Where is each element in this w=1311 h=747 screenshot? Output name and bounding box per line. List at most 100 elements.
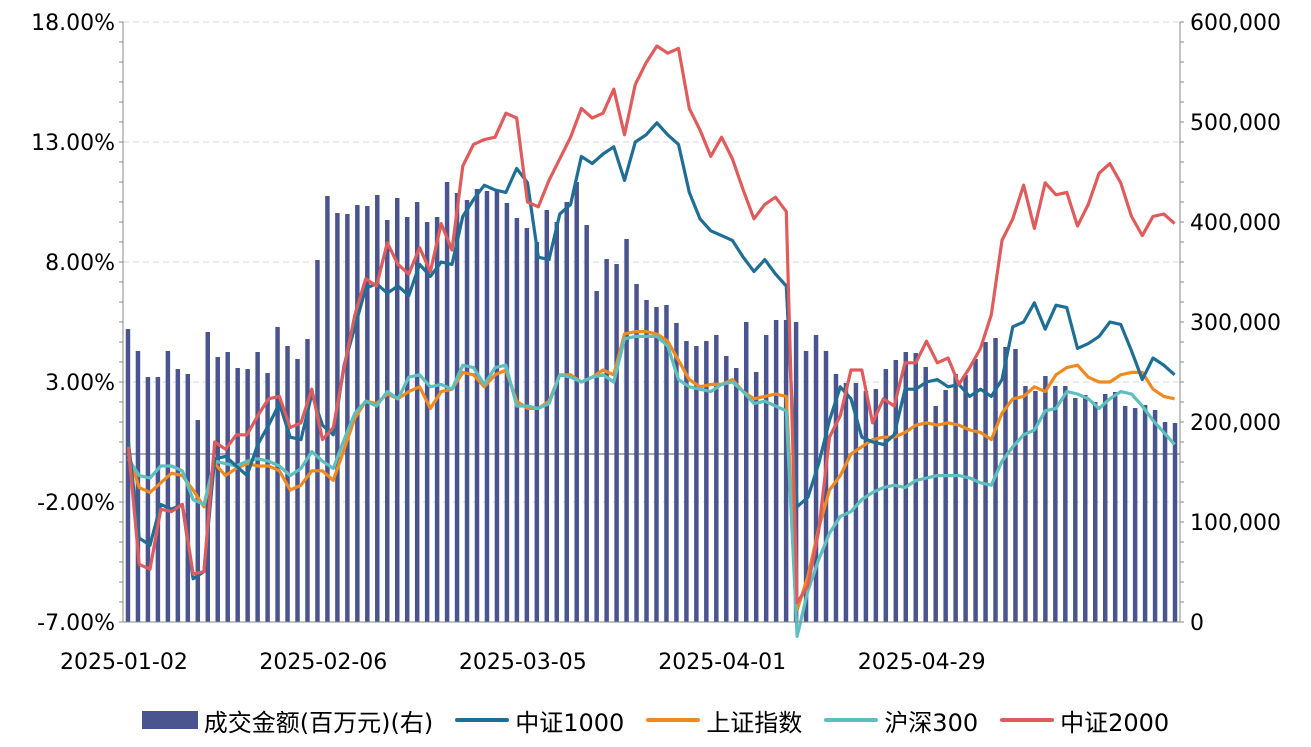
- turnover-bar: [1142, 405, 1148, 622]
- turnover-bar: [1063, 386, 1068, 622]
- turnover-bar: [873, 389, 879, 622]
- turnover-bar: [524, 228, 530, 622]
- turnover-bar: [424, 222, 430, 622]
- legend-label-csi2000: 中证2000: [1060, 708, 1170, 737]
- turnover-bar: [893, 360, 899, 622]
- turnover-bar: [1023, 386, 1028, 622]
- turnover-bar: [724, 356, 729, 622]
- turnover-bar: [325, 196, 330, 622]
- turnover-bar: [1122, 406, 1128, 622]
- turnover-bar: [365, 206, 370, 622]
- turnover-bar: [753, 372, 759, 622]
- turnover-bar: [763, 335, 769, 622]
- turnover-bar: [434, 217, 440, 622]
- legend-swatch-csi300: [824, 718, 879, 722]
- turnover-bar: [315, 260, 320, 622]
- turnover-bar: [215, 357, 220, 622]
- right-tick-label: 200,000: [1190, 411, 1281, 436]
- turnover-bar: [654, 307, 659, 622]
- turnover-bar: [554, 222, 560, 622]
- left-axis-tick-labels: -7.00% -2.00% 3.00% 8.00% 13.00% 18.00%: [31, 11, 115, 636]
- series-line-1: [126, 330, 1175, 612]
- right-tick-label: 100,000: [1190, 511, 1281, 536]
- turnover-bar: [205, 332, 211, 622]
- turnover-bar: [664, 305, 669, 622]
- turnover-bar: [1043, 376, 1048, 622]
- legend: 成交金额(百万元)(右) 中证1000 上证指数 沪深300 中证2000: [0, 700, 1311, 740]
- turnover-bar: [1083, 395, 1088, 622]
- legend-item-csi1000: 中证1000: [455, 703, 624, 738]
- turnover-bar: [983, 342, 988, 622]
- right-tick-label: 300,000: [1190, 311, 1281, 336]
- right-tick-label: 600,000: [1190, 11, 1281, 36]
- turnover-bar: [674, 323, 679, 622]
- turnover-bar: [1033, 391, 1038, 622]
- turnover-bar: [385, 220, 390, 622]
- legend-label-csi1000: 中证1000: [515, 708, 625, 737]
- legend-item-csi300: 沪深300: [824, 703, 978, 738]
- legend-swatch-csi2000: [1000, 718, 1055, 722]
- turnover-bar: [414, 202, 420, 622]
- turnover-bar: [883, 369, 889, 622]
- turnover-bar: [963, 375, 968, 622]
- turnover-bar: [295, 359, 300, 622]
- turnover-bar: [743, 322, 749, 622]
- right-tick-label: 0: [1190, 611, 1204, 636]
- turnover-bar: [265, 373, 270, 622]
- turnover-bar: [464, 200, 470, 622]
- x-tick-label: 2025-04-01: [658, 650, 786, 675]
- turnover-bar: [714, 335, 719, 622]
- turnover-bar: [245, 369, 250, 622]
- turnover-bar: [564, 202, 569, 622]
- turnover-bar: [803, 351, 809, 622]
- turnover-bar: [704, 341, 709, 622]
- series-line-3: [126, 44, 1176, 605]
- turnover-bar: [823, 351, 829, 622]
- turnover-bar: [1132, 408, 1138, 622]
- legend-swatch-csi1000: [455, 718, 510, 722]
- legend-swatch-turnover: [141, 711, 198, 729]
- turnover-bar: [454, 193, 460, 622]
- turnover-bar: [833, 374, 839, 622]
- turnover-bar: [1152, 410, 1158, 622]
- turnover-bar: [404, 217, 410, 622]
- turnover-bar: [863, 391, 869, 622]
- legend-label-sse: 上证指数: [706, 708, 803, 737]
- turnover-bar: [185, 374, 191, 622]
- turnover-bar: [614, 264, 619, 622]
- turnover-bar: [1092, 402, 1098, 622]
- right-tick-label: 400,000: [1190, 211, 1281, 236]
- turnover-bar: [305, 339, 310, 622]
- turnover-bar: [494, 190, 500, 622]
- turnover-bar: [933, 406, 938, 622]
- turnover-bar: [594, 291, 599, 622]
- turnover-bar: [953, 374, 958, 622]
- turnover-bar: [973, 359, 978, 622]
- turnover-bar: [624, 239, 629, 622]
- turnover-bar: [474, 189, 480, 622]
- turnover-bar: [783, 320, 789, 622]
- turnover-bar: [484, 191, 490, 622]
- turnover-bar: [684, 341, 689, 622]
- turnover-bar: [773, 320, 779, 622]
- turnover-bars: [125, 182, 1178, 622]
- x-tick-label: 2025-04-29: [858, 650, 986, 675]
- turnover-bar: [165, 351, 171, 622]
- turnover-bar: [913, 353, 918, 622]
- left-tick-label: 13.00%: [31, 131, 115, 156]
- turnover-bar: [125, 329, 131, 622]
- axes: [119, 21, 1184, 623]
- right-tick-label: 500,000: [1190, 111, 1281, 136]
- legend-label-turnover: 成交金额(百万元)(右): [203, 708, 434, 737]
- x-axis-tick-labels: 2025-01-02 2025-02-06 2025-03-05 2025-04-01…: [60, 650, 986, 675]
- turnover-bar: [574, 182, 579, 622]
- turnover-bar: [1162, 422, 1168, 622]
- turnover-bar: [734, 368, 739, 622]
- gridlines: [123, 21, 1180, 503]
- combo-chart: -7.00% -2.00% 3.00% 8.00% 13.00% 18.00% 0 100,…: [31, 11, 1281, 675]
- x-tick-label: 2025-03-05: [459, 650, 587, 675]
- turnover-bar: [1112, 392, 1118, 622]
- turnover-bar: [255, 352, 260, 622]
- turnover-bar: [843, 383, 849, 622]
- legend-item-turnover: 成交金额(百万元)(右): [141, 703, 434, 738]
